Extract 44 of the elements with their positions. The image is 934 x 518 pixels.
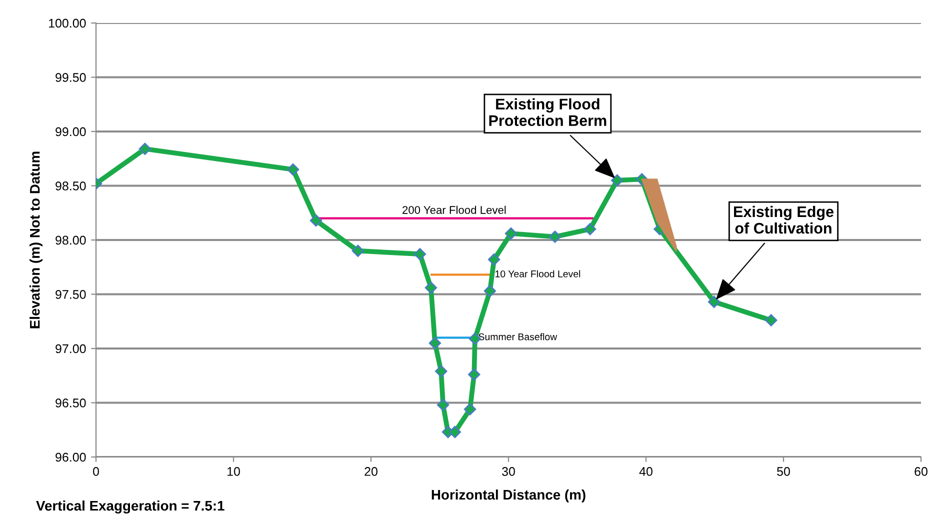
- point: [436, 398, 450, 412]
- y-tick-label: 99.50: [56, 73, 86, 82]
- point: [548, 230, 562, 243]
- text: Vertical Exaggeration = 7.5:1: [36, 500, 224, 514]
- y-tick-label: 98.50: [56, 182, 86, 190]
- x-tick-label: 60: [914, 467, 928, 476]
- x-tick-label: 0: [93, 467, 99, 476]
- point: [138, 142, 152, 155]
- point: [464, 403, 476, 416]
- point: [448, 426, 461, 438]
- point: [428, 336, 442, 350]
- point: [611, 174, 624, 186]
- x-tick-label: 20: [364, 467, 378, 476]
- annotation: Existing Flood Protection Berm: [489, 98, 606, 126]
- y-tick-label: 99.00: [56, 127, 86, 136]
- point: [424, 282, 438, 294]
- y-tick-label: 97.50: [56, 290, 86, 299]
- y-tick-label: 97.00: [56, 344, 86, 354]
- point: [488, 253, 500, 266]
- series-label: Summer Baseflow: [478, 333, 558, 340]
- point: [310, 214, 322, 227]
- series-label: 10 Year Flood Level: [495, 270, 580, 278]
- x-axis-title: Horizontal Distance (m): [432, 489, 586, 502]
- y-tick-label: 96.50: [56, 398, 86, 408]
- point: [414, 248, 426, 260]
- y-tick-label: 100.00: [49, 18, 86, 28]
- x-tick-label: 10: [228, 467, 240, 476]
- y-tick-label: 98.00: [56, 236, 86, 245]
- point: [435, 365, 448, 378]
- y-axis-title: Elevation (m) Not to Datum: [30, 152, 42, 328]
- y-tick-label: 96.00: [56, 452, 86, 462]
- series-label: 200 Year Flood Level: [402, 206, 506, 214]
- point: [468, 368, 480, 381]
- point: [352, 244, 364, 257]
- point: [286, 163, 300, 176]
- point: [584, 223, 596, 236]
- x-tick-label: 30: [502, 467, 515, 476]
- point: [765, 314, 778, 326]
- point: [708, 296, 720, 308]
- x-tick-label: 50: [777, 467, 790, 476]
- x-tick-label: 40: [639, 467, 652, 476]
- annotation: Existing Edge of Cultivation: [734, 206, 834, 234]
- point: [504, 227, 518, 240]
- point: [484, 284, 496, 298]
